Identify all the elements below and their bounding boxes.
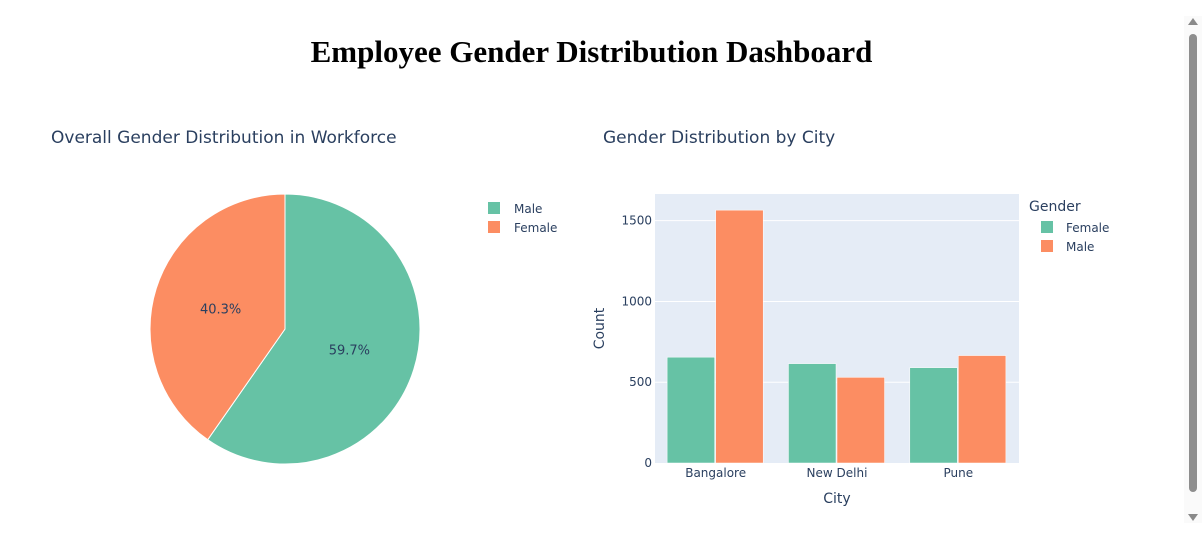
x-tick-label: New Delhi [807,466,868,480]
pie-chart-title: Overall Gender Distribution in Workforce [51,128,397,148]
bar-chart-title: Gender Distribution by City [603,128,836,148]
pie-legend-swatch-female [488,221,500,233]
y-tick-label: 1000 [621,294,652,308]
pie-slice-label-male: 59.7% [329,343,370,358]
scroll-down-arrow-icon[interactable] [1188,514,1198,521]
page-title: Employee Gender Distribution Dashboard [310,34,873,69]
bar-bangalore-female [666,356,715,464]
bar-legend-label-female: Female [1066,221,1109,235]
bar-legend-title: Gender [1029,199,1081,215]
pie-slice-label-female: 40.3% [200,303,241,318]
pie-slice-female [149,193,286,441]
y-tick-label: 1500 [621,214,652,228]
bar-bangalore-male [715,209,764,464]
x-axis-label: City [823,491,850,507]
y-tick-label: 0 [644,456,652,470]
bar-new-delhi-female [788,363,837,464]
bar-legend-label-male: Male [1066,240,1094,254]
bar-pune-female [909,367,958,464]
y-tick-label: 500 [629,375,652,389]
pie-legend-label-male: Male [514,202,542,216]
pie-legend-label-female: Female [514,221,557,235]
scroll-up-arrow-icon[interactable] [1188,18,1198,25]
pie-chart: 59.7% 40.3% Male Female [149,193,557,465]
x-tick-label: Pune [944,466,974,480]
bar-legend-swatch-female [1041,221,1053,233]
scrollbar-thumb[interactable] [1189,34,1197,492]
y-axis-label: Count [592,307,608,349]
x-tick-label: Bangalore [685,466,746,480]
pie-legend-swatch-male [488,202,500,214]
bar-legend-swatch-male [1041,240,1053,252]
pie-slice-male [207,193,421,465]
bar-new-delhi-male [836,377,885,464]
bar-pune-male [958,355,1007,464]
vertical-scrollbar[interactable] [1184,16,1202,523]
